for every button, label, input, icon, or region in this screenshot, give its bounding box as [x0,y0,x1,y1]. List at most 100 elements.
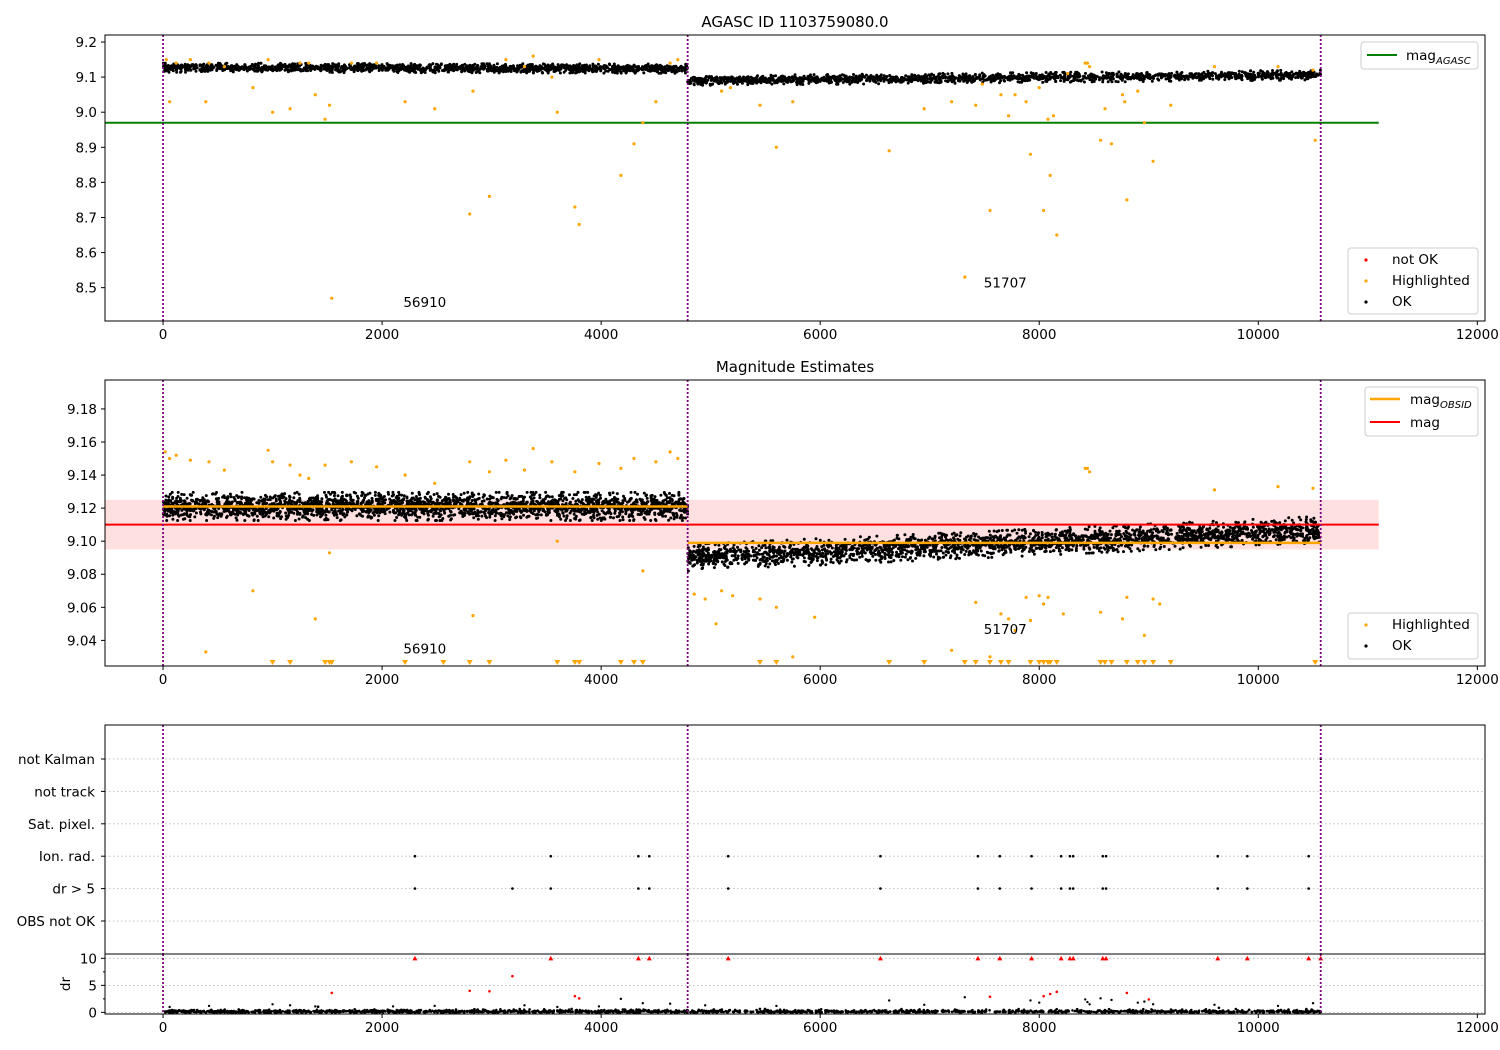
panel1-ok-point [894,78,897,82]
panel1-ok-point [468,65,472,69]
panel1-ok-point [531,71,535,75]
panel1-ok-point [958,75,962,79]
panel2-ok-point [662,508,666,512]
panel1-obsid-label-51707: 51707 [984,276,1027,292]
panel1-ok-point [219,65,223,69]
panel2-ok-point [219,514,223,518]
panel1-ok-point [455,68,459,72]
panel1-ok-point [185,65,188,69]
panel2-ok-point [402,494,406,498]
panel1-ok-point [932,73,936,77]
panel1-highlighted-point [307,61,311,65]
panel1-highlighted-point [887,149,891,153]
panel2-ok-point [279,517,283,521]
panel1-ok-point [360,67,364,71]
panel1-ok-point [558,71,562,75]
panel1-ok-point [1075,78,1079,82]
panel1-ok-point [1145,71,1149,75]
panel1-ok-point [755,80,759,84]
panel1-ok-point [1142,77,1146,81]
panel1-ok-point [1293,72,1297,76]
panel1-ok-point [473,62,477,66]
panel1-ok-point [447,67,451,71]
panel1-highlighted-point [668,61,672,65]
panel1-ok-point [583,63,586,67]
panel1-highlighted-point [1311,68,1315,72]
panel1-ok-point [1072,77,1076,81]
panel2-ok-point [333,509,337,513]
panel1-ok-point [680,69,684,73]
panel1-ok-point [950,71,954,75]
panel1-ok-point [1010,77,1014,81]
panel2-ok-point [633,490,637,494]
panel1-x-tick-label: 6000 [803,327,837,343]
panel1-ok-point [290,67,294,71]
panel1-ok-point [1126,72,1130,76]
panel1-ok-point [783,75,786,79]
panel2-ok-point [494,490,498,494]
panel1-ok-point [923,81,926,85]
panel1-ok-point [632,68,636,72]
panel2-ok-point [512,497,516,501]
panel2-ok-point [564,496,568,500]
panel1-highlighted-point [597,58,601,62]
panel1-highlighted-point [676,58,680,62]
panel1-ok-point [1044,71,1048,74]
panel2-ok-point [272,516,276,520]
panel1-ok-point [599,68,603,72]
panel1-highlighted-point [950,100,954,104]
panel1-ok-point [737,77,740,81]
panel1-ok-point [1139,78,1143,81]
panel2-ok-point [288,495,292,499]
panel2-ok-point [468,512,471,516]
panel1-ok-point [815,77,819,81]
panel1-ok-point [374,66,378,70]
panel1-ok-point [307,65,311,69]
panel1-ok-point [619,66,622,70]
panel2-ok-point [483,493,486,497]
panel1-ok-point [1296,76,1300,79]
panel2-ok-point [441,517,445,520]
panel2-ok-point [624,512,628,516]
panel1-ok-point [989,79,993,82]
panel1-ok-point [1315,72,1319,76]
panel1-highlighted-point [1066,72,1070,76]
panel1-ok-point [652,64,656,68]
panel1-ok-point [621,65,625,69]
panel2-ok-point [550,495,554,499]
panel2-ok-point [469,502,473,506]
legend-highlighted-marker [1364,279,1368,283]
panel1-ok-point [1197,75,1201,78]
panel1-ok-point [745,77,749,81]
panel2-ok-point [522,513,525,517]
panel1-ok-point [616,64,620,68]
legend-ok-label: OK [1392,294,1413,310]
panel1-ok-point [909,75,913,79]
panel1-ok-point [439,62,443,66]
panel1-ok-point [941,75,945,79]
panel1-ok-point [225,61,229,65]
panel1-highlighted-point [720,89,724,93]
panel1-ok-point [1291,75,1295,79]
panel1-ok-point [1193,74,1197,78]
panel1-ok-point [856,81,860,84]
panel1-ok-point [1131,73,1135,77]
panel1-ok-point [826,73,829,76]
panel1-ok-point [1100,70,1104,74]
panel1-ok-point [802,74,806,78]
panel2-ok-point [315,513,319,517]
panel2-ok-point [664,514,667,518]
panel1-ok-point [1181,74,1185,78]
panel2-ok-point [370,516,374,519]
panel1-ok-point [643,65,647,69]
panel1-ok-point [491,68,495,72]
panel1-ok-point [867,75,871,79]
panel1-ok-point [419,71,423,75]
panel1-ok-point [380,63,384,67]
panel1-highlighted-point [222,65,226,69]
panel1-ok-point [1219,75,1223,79]
panel1-highlighted-point [922,107,926,111]
panel2-ok-point [653,518,657,521]
panel1-ok-point [454,64,458,68]
panel1-ok-point [773,81,777,85]
